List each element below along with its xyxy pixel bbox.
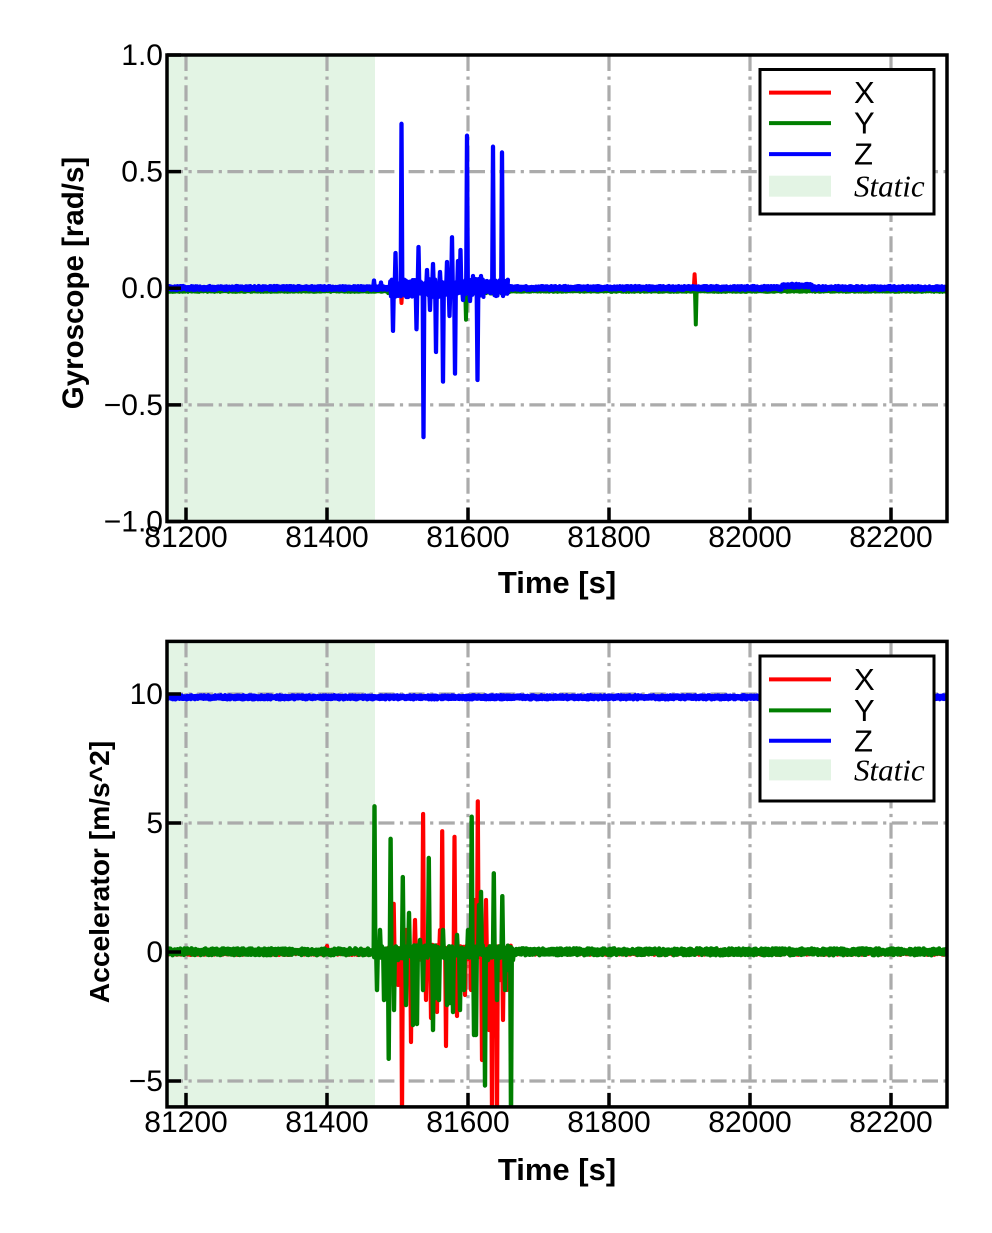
svg-text:Static: Static: [854, 752, 925, 787]
svg-text:0: 0: [146, 936, 163, 969]
svg-text:81400: 81400: [285, 1106, 368, 1139]
svg-text:Z: Z: [854, 723, 873, 758]
svg-text:Time [s]: Time [s]: [498, 565, 616, 600]
svg-text:−5: −5: [129, 1065, 163, 1098]
svg-text:X: X: [854, 75, 875, 110]
svg-text:81600: 81600: [426, 1106, 509, 1139]
svg-text:81400: 81400: [285, 521, 368, 554]
svg-text:Accelerator [m/s^2]: Accelerator [m/s^2]: [83, 741, 115, 1003]
svg-text:81800: 81800: [567, 521, 650, 554]
svg-text:0.5: 0.5: [121, 156, 163, 189]
svg-text:82000: 82000: [708, 1106, 791, 1139]
svg-text:82000: 82000: [708, 521, 791, 554]
svg-text:Gyroscope [rad/s]: Gyroscope [rad/s]: [57, 157, 90, 409]
svg-text:Z: Z: [854, 137, 873, 172]
svg-text:X: X: [854, 662, 875, 697]
svg-text:81600: 81600: [426, 521, 509, 554]
svg-text:Y: Y: [854, 693, 875, 728]
svg-text:82200: 82200: [849, 521, 932, 554]
svg-text:82200: 82200: [849, 1106, 932, 1139]
svg-text:0.0: 0.0: [121, 272, 163, 305]
svg-text:5: 5: [146, 807, 163, 840]
svg-text:Static: Static: [854, 169, 925, 204]
svg-text:Y: Y: [854, 106, 875, 141]
svg-text:10: 10: [130, 678, 163, 711]
svg-text:1.0: 1.0: [121, 39, 163, 72]
svg-text:Time [s]: Time [s]: [498, 1152, 616, 1187]
svg-text:−0.5: −0.5: [104, 389, 163, 422]
svg-text:−1.0: −1.0: [104, 506, 163, 539]
svg-text:81800: 81800: [567, 1106, 650, 1139]
svg-text:81200: 81200: [144, 521, 227, 554]
svg-text:81200: 81200: [144, 1106, 227, 1139]
